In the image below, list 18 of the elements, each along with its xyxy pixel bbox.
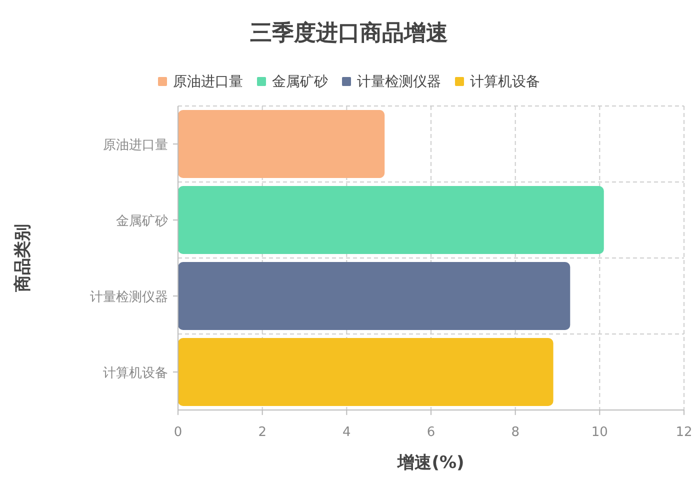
legend-label: 金属矿砂 bbox=[272, 74, 328, 90]
legend-label: 原油进口量 bbox=[173, 74, 243, 90]
legend-label: 计量检测仪器 bbox=[357, 74, 441, 90]
y-tick-label: 原油进口量 bbox=[103, 138, 168, 153]
x-tick-label: 4 bbox=[342, 425, 351, 440]
y-tick-label: 计算机设备 bbox=[103, 366, 168, 381]
legend-label: 计算机设备 bbox=[470, 74, 540, 90]
y-axis-title: 商品类别 bbox=[13, 224, 33, 293]
x-tick-label: 8 bbox=[511, 425, 520, 440]
x-axis-title: 增速(%) bbox=[396, 453, 464, 473]
chart-title: 三季度进口商品增速 bbox=[250, 20, 448, 46]
y-tick-label: 计量检测仪器 bbox=[90, 290, 168, 305]
x-tick-label: 2 bbox=[258, 425, 266, 440]
x-tick-label: 12 bbox=[676, 425, 692, 440]
y-tick-label: 金属矿砂 bbox=[116, 214, 168, 229]
x-tick-label: 6 bbox=[426, 425, 436, 440]
x-tick-label: 10 bbox=[591, 425, 608, 440]
x-tick-label: 0 bbox=[174, 425, 182, 440]
